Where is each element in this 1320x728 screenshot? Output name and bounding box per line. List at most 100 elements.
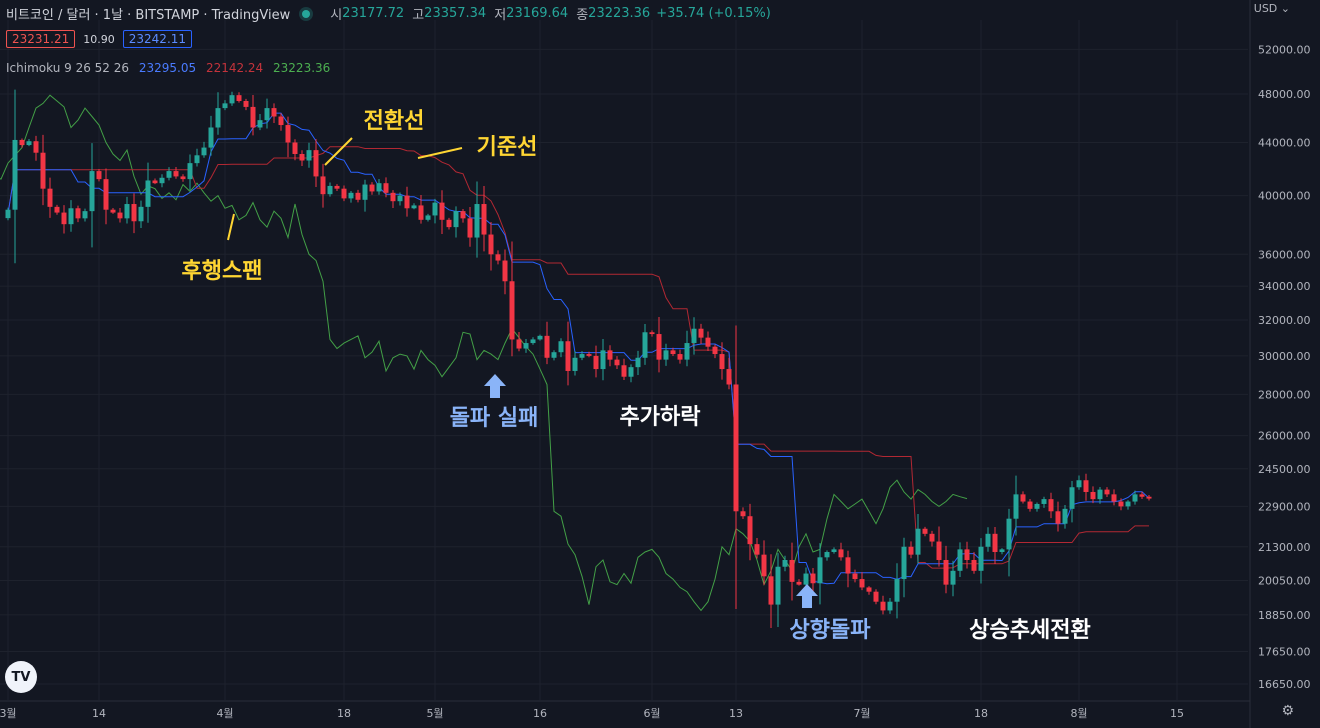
candle-body	[992, 533, 998, 553]
low-label: 저	[494, 8, 507, 23]
candle-body	[68, 208, 74, 225]
candle-body	[215, 108, 221, 128]
candle-body	[124, 204, 130, 219]
indicator-legend[interactable]: Ichimoku 9 26 52 26 23295.05 22142.24 23…	[6, 61, 330, 75]
lagging-value: 23223.36	[273, 61, 331, 75]
candle-body	[1083, 480, 1089, 492]
candle-body	[474, 204, 480, 238]
candle-body	[19, 139, 25, 146]
candle-body	[999, 549, 1005, 553]
candle-body	[747, 516, 753, 545]
candle-body	[1062, 508, 1068, 524]
buy-button[interactable]: 23242.11	[122, 30, 193, 48]
up-arrow-icon	[484, 374, 506, 398]
candle-body	[831, 549, 837, 553]
candle-body	[761, 554, 767, 577]
candle-body	[285, 125, 291, 143]
candle-body	[334, 185, 340, 189]
candle-body	[425, 215, 431, 220]
candle-body	[502, 260, 508, 282]
y-tick-label: 20050.00	[1258, 574, 1311, 587]
candle-body	[635, 357, 641, 368]
candle-body	[509, 281, 515, 340]
candle-body	[369, 184, 375, 192]
candle-body	[47, 188, 53, 207]
candle-body	[348, 192, 354, 199]
candle-body	[789, 559, 795, 582]
x-tick-label: 13	[729, 707, 743, 720]
candle-body	[495, 254, 501, 261]
candle-body	[530, 339, 536, 344]
candle-body	[740, 511, 746, 517]
candle-body	[537, 335, 543, 340]
candle-body	[943, 559, 949, 585]
lagging-span-line	[0, 94, 968, 612]
candle-body	[628, 367, 634, 377]
candle-body	[810, 573, 816, 584]
candle-body	[404, 195, 410, 209]
candle-body	[229, 95, 235, 104]
candle-body	[320, 176, 326, 195]
candle-body	[978, 546, 984, 571]
annotation-label: 전환선	[364, 109, 425, 134]
candle-body	[250, 106, 256, 128]
sell-button[interactable]: 23231.21	[6, 30, 76, 48]
x-tick-label: 3월	[0, 707, 17, 720]
candle-body	[411, 205, 417, 209]
candle-body	[985, 533, 991, 547]
candle-body	[1111, 494, 1117, 502]
candle-body	[180, 176, 186, 180]
candle-body	[852, 573, 858, 580]
candle-body	[775, 566, 781, 605]
candle-body	[950, 570, 956, 585]
annotation-label: 상승추세전환	[969, 618, 1090, 643]
candle-body	[89, 171, 95, 212]
chevron-down-icon: ⌄	[1280, 2, 1290, 15]
candle-body	[523, 343, 529, 349]
candle-body	[1146, 496, 1152, 499]
candle-body	[796, 581, 802, 585]
candle-body	[824, 552, 830, 558]
currency-selector[interactable]: USD ⌄	[1254, 2, 1290, 15]
candle-body	[705, 337, 711, 347]
candle-body	[600, 350, 606, 370]
candle-body	[1090, 491, 1096, 500]
y-tick-label: 17650.00	[1258, 645, 1311, 658]
candle-body	[929, 533, 935, 542]
high-value: 23357.34	[424, 6, 487, 21]
candle-body	[1139, 494, 1145, 497]
y-tick-label: 26000.00	[1258, 430, 1311, 443]
candle-body	[621, 365, 627, 377]
close-value: 23223.36	[588, 6, 651, 21]
candle-body	[1027, 501, 1033, 509]
annotation-label: 기준선	[477, 135, 538, 160]
conversion-value: 23295.05	[138, 61, 197, 75]
candle-body	[257, 120, 263, 128]
y-tick-label: 30000.00	[1258, 350, 1311, 363]
settings-gear-icon[interactable]: ⚙	[1281, 703, 1294, 719]
candle-body	[957, 549, 963, 571]
candle-body	[208, 127, 214, 148]
candle-body	[446, 219, 452, 228]
candle-body	[173, 171, 179, 177]
annotation-label: 돌파 실패	[450, 406, 539, 431]
candle-body	[642, 332, 648, 358]
annotation-pointer	[227, 213, 235, 241]
candle-body	[33, 141, 39, 153]
candle-body	[481, 204, 487, 235]
candle-body	[75, 208, 81, 219]
up-arrow-icon	[796, 584, 818, 608]
y-tick-label: 24500.00	[1258, 463, 1311, 476]
symbol-title[interactable]: 비트코인 / 달러 · 1날 · BITSTAMP · TradingView	[6, 8, 291, 23]
candle-body	[1034, 503, 1040, 509]
candle-body	[166, 171, 172, 178]
candle-body	[376, 183, 382, 192]
candle-body	[649, 332, 655, 335]
candle-body	[292, 142, 298, 155]
candle-body	[306, 150, 312, 161]
candle-body	[1132, 494, 1138, 502]
currency-label: USD	[1253, 2, 1278, 15]
candle-body	[467, 218, 473, 238]
low-value: 23169.64	[506, 6, 569, 21]
